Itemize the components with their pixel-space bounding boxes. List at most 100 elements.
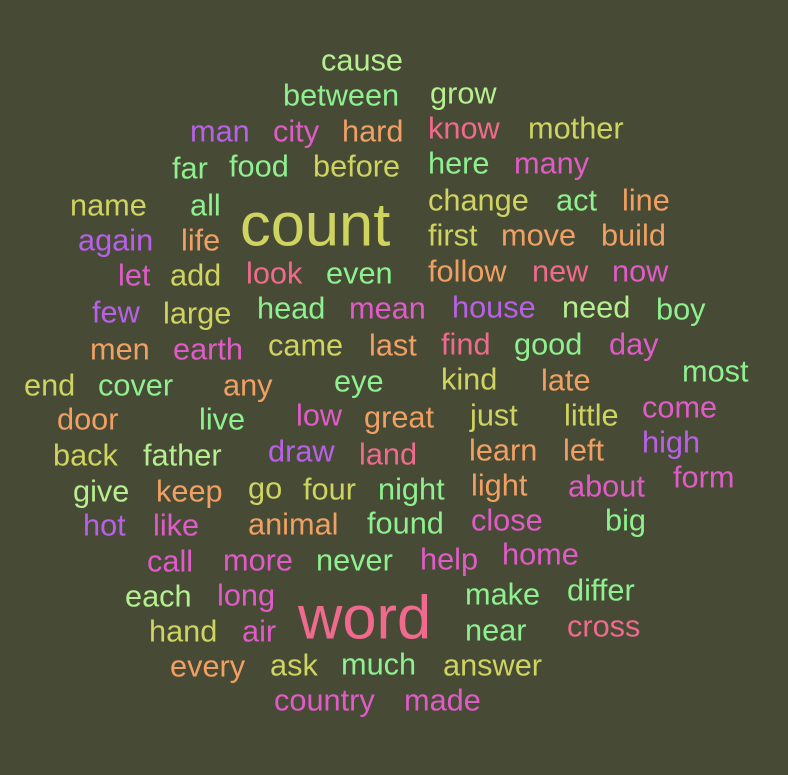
word-country: country — [274, 682, 375, 718]
word-father: father — [143, 437, 222, 473]
word-make: make — [465, 576, 541, 612]
word-learn: learn — [469, 432, 538, 468]
word-city: city — [273, 113, 320, 149]
word-new: new — [532, 253, 589, 289]
word-last: last — [369, 327, 417, 363]
word-few: few — [92, 294, 140, 330]
word-look: look — [246, 255, 303, 291]
word-came: came — [268, 327, 344, 363]
word-late: late — [541, 362, 591, 398]
word-air: air — [242, 613, 277, 649]
word-line: line — [622, 182, 670, 218]
word-between: between — [283, 77, 400, 113]
word-hard: hard — [342, 113, 404, 149]
word-great: great — [364, 399, 435, 435]
word-cross: cross — [567, 608, 641, 644]
word-draw: draw — [268, 433, 335, 469]
word-little: little — [564, 397, 619, 433]
word-made: made — [404, 682, 481, 718]
word-follow: follow — [428, 253, 507, 289]
word-earth: earth — [173, 331, 244, 367]
word-food: food — [229, 148, 289, 184]
word-call: call — [147, 543, 194, 579]
word-before: before — [313, 148, 401, 184]
word-give: give — [73, 473, 130, 509]
word-house: house — [452, 289, 536, 325]
word-grow: grow — [430, 75, 497, 111]
word-much: much — [341, 646, 417, 682]
word-all: all — [190, 187, 221, 223]
word-near: near — [465, 612, 527, 648]
word-add: add — [170, 257, 222, 293]
word-name: name — [70, 187, 147, 223]
word-keep: keep — [156, 473, 223, 509]
word-four: four — [303, 471, 356, 507]
word-come: come — [642, 389, 718, 425]
word-change: change — [428, 182, 529, 218]
word-end: end — [24, 367, 76, 403]
word-many: many — [514, 145, 590, 181]
word-most: most — [682, 353, 749, 389]
word-any: any — [223, 367, 273, 403]
word-door: door — [57, 401, 119, 437]
word-again: again — [78, 222, 154, 258]
word-build: build — [601, 217, 666, 253]
word-act: act — [556, 182, 597, 218]
word-like: like — [153, 507, 200, 543]
word-just: just — [470, 397, 518, 433]
word-ask: ask — [270, 647, 318, 683]
word-need: need — [562, 289, 631, 325]
word-home: home — [502, 536, 579, 572]
word-find: find — [441, 326, 491, 362]
word-man: man — [190, 113, 250, 149]
word-close: close — [471, 502, 543, 538]
word-low: low — [296, 397, 343, 433]
word-answer: answer — [443, 647, 543, 683]
word-cover: cover — [98, 367, 174, 403]
word-form: form — [673, 459, 735, 495]
word-good: good — [514, 326, 583, 362]
word-found: found — [367, 505, 444, 541]
word-light: light — [471, 467, 528, 503]
word-eye: eye — [334, 363, 384, 399]
word-land: land — [359, 436, 418, 472]
word-long: long — [217, 577, 276, 613]
word-know: know — [428, 110, 500, 146]
word-every: every — [170, 648, 246, 684]
word-help: help — [420, 541, 479, 577]
word-cause: cause — [321, 42, 403, 78]
word-life: life — [181, 222, 221, 258]
word-head: head — [257, 290, 326, 326]
word-about: about — [568, 468, 645, 504]
word-more: more — [223, 542, 293, 578]
word-hand: hand — [149, 613, 218, 649]
word-live: live — [199, 401, 246, 437]
word-hot: hot — [83, 507, 126, 543]
word-first: first — [428, 217, 478, 253]
word-big: big — [605, 502, 646, 538]
word-here: here — [428, 145, 490, 181]
word-even: even — [326, 255, 393, 291]
word-far: far — [172, 150, 208, 186]
word-men: men — [90, 331, 150, 367]
word-high: high — [642, 424, 701, 460]
word-mother: mother — [528, 110, 624, 146]
word-kind: kind — [441, 361, 498, 397]
word-let: let — [118, 257, 151, 293]
word-go: go — [248, 470, 283, 506]
word-mean: mean — [349, 290, 426, 326]
word-left: left — [563, 432, 604, 468]
word-now: now — [612, 253, 669, 289]
word-differ: differ — [567, 572, 635, 608]
word-animal: animal — [248, 506, 339, 542]
word-count: count — [240, 190, 391, 260]
word-boy: boy — [656, 291, 706, 327]
word-move: move — [501, 217, 577, 253]
word-word: word — [298, 583, 432, 653]
word-each: each — [125, 578, 192, 614]
word-back: back — [53, 437, 118, 473]
word-night: night — [378, 471, 445, 507]
word-day: day — [609, 326, 659, 362]
word-large: large — [163, 295, 232, 331]
